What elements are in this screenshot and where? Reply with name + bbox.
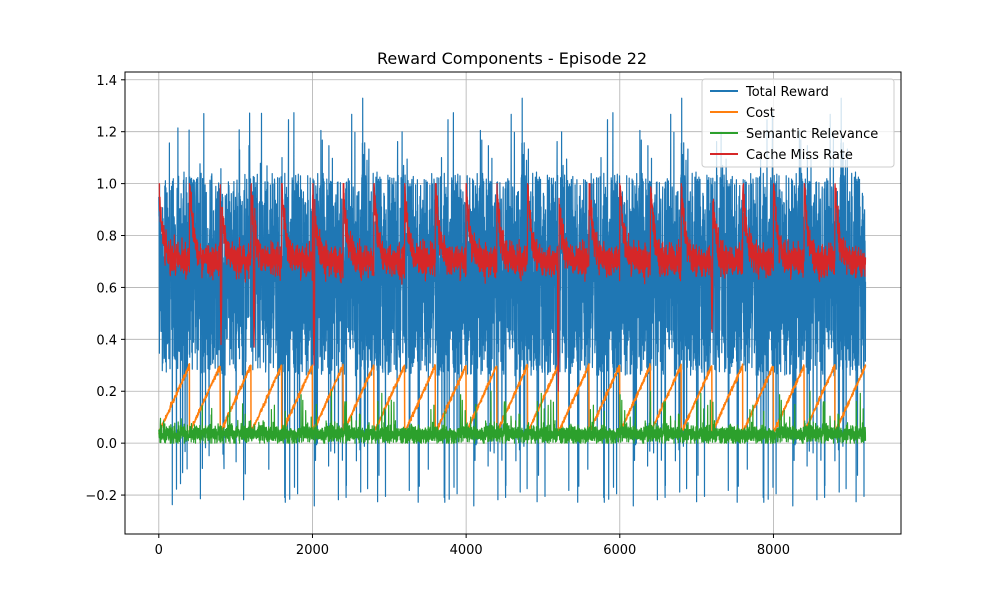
y-tick-label: 1.2	[96, 126, 117, 141]
y-tick-label: 0.4	[96, 333, 117, 348]
x-axis: 0 2000 4000 6000 8000	[155, 534, 790, 558]
y-tick-label: −0.2	[85, 489, 117, 504]
x-tick-label: 0	[155, 543, 163, 558]
x-tick-label: 4000	[450, 543, 483, 558]
x-tick-label: 6000	[603, 543, 636, 558]
x-tick-label: 8000	[757, 543, 790, 558]
series-line-cache-miss-rate	[158, 183, 867, 392]
legend-label: Cost	[746, 106, 775, 121]
y-tick-label: 0.8	[96, 230, 117, 245]
series-line-semantic-relevance	[158, 390, 867, 444]
x-tick-label: 2000	[296, 543, 329, 558]
y-axis: −0.2 0.0 0.2 0.4 0.6 0.8 1.0 1.2 1.4	[85, 74, 125, 504]
legend-box	[701, 78, 895, 168]
chart-title: Reward Components - Episode 22	[377, 49, 647, 68]
series-layer	[158, 97, 867, 507]
y-tick-label: 1.4	[96, 74, 117, 89]
legend: Total Reward Cost Semantic Relevance Cache …	[701, 78, 895, 168]
legend-label: Semantic Relevance	[746, 127, 878, 142]
series-line-cost	[158, 363, 867, 437]
y-tick-label: 0.0	[96, 437, 117, 452]
plot-area-frame	[124, 71, 902, 535]
y-tick-label: 0.2	[96, 385, 117, 400]
series-line-total-reward	[158, 97, 867, 507]
legend-label: Cache Miss Rate	[746, 148, 853, 163]
y-tick-label: 0.6	[96, 281, 117, 296]
y-tick-label: 1.0	[96, 178, 117, 193]
legend-label: Total Reward	[745, 85, 829, 100]
